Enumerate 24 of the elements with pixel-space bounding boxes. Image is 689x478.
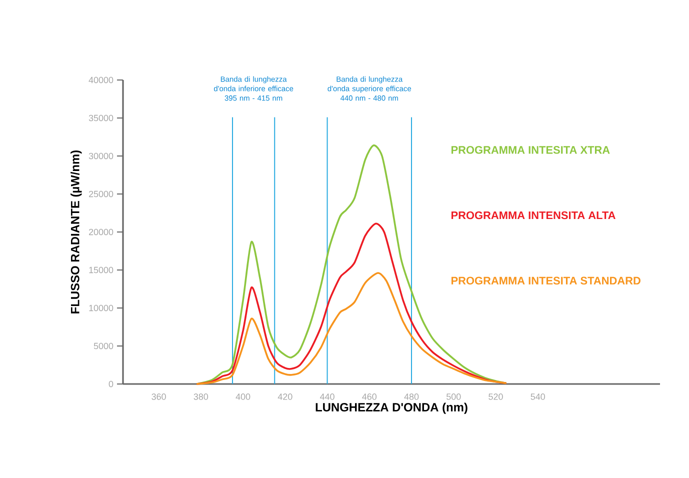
x-tick-label: 460 (362, 394, 377, 400)
y-tick-label: 20000 (89, 228, 114, 236)
x-tick-label: 400 (236, 394, 250, 400)
x-tick-label: 480 (404, 394, 419, 400)
y-tick-label: 30000 (88, 152, 114, 160)
y-tick-label: 25000 (89, 190, 114, 198)
y-tick-label: 15000 (89, 266, 114, 274)
x-tick-label: 500 (446, 394, 461, 400)
x-tick-label: 420 (278, 394, 292, 400)
y-tick-label: 40000 (88, 76, 114, 84)
y-tick-label: 5000 (94, 342, 114, 350)
y-tick-label: 0 (108, 380, 114, 388)
text: PROGRAMMA INTESITA XTRA (452, 146, 610, 154)
x-tick-label: 360 (152, 394, 166, 400)
y-tick-label: 35000 (88, 114, 114, 122)
x-tick-label: 540 (530, 394, 545, 400)
x-tick-label: 380 (194, 394, 208, 400)
x-axis-title: LUNGHEZZA D'ONDA (nm) (316, 402, 468, 414)
x-tick-label: 440 (320, 394, 334, 400)
y-axis-title: FLUSSO RADIANTE (µW/nm) (70, 150, 82, 314)
text: PROGRAMMA INTESITA STANDARD (452, 276, 640, 285)
x-tick-label: 520 (488, 394, 503, 400)
text: PROGRAMMA INTENSITA ALTA (452, 211, 616, 220)
y-tick-label: 10000 (89, 304, 114, 312)
